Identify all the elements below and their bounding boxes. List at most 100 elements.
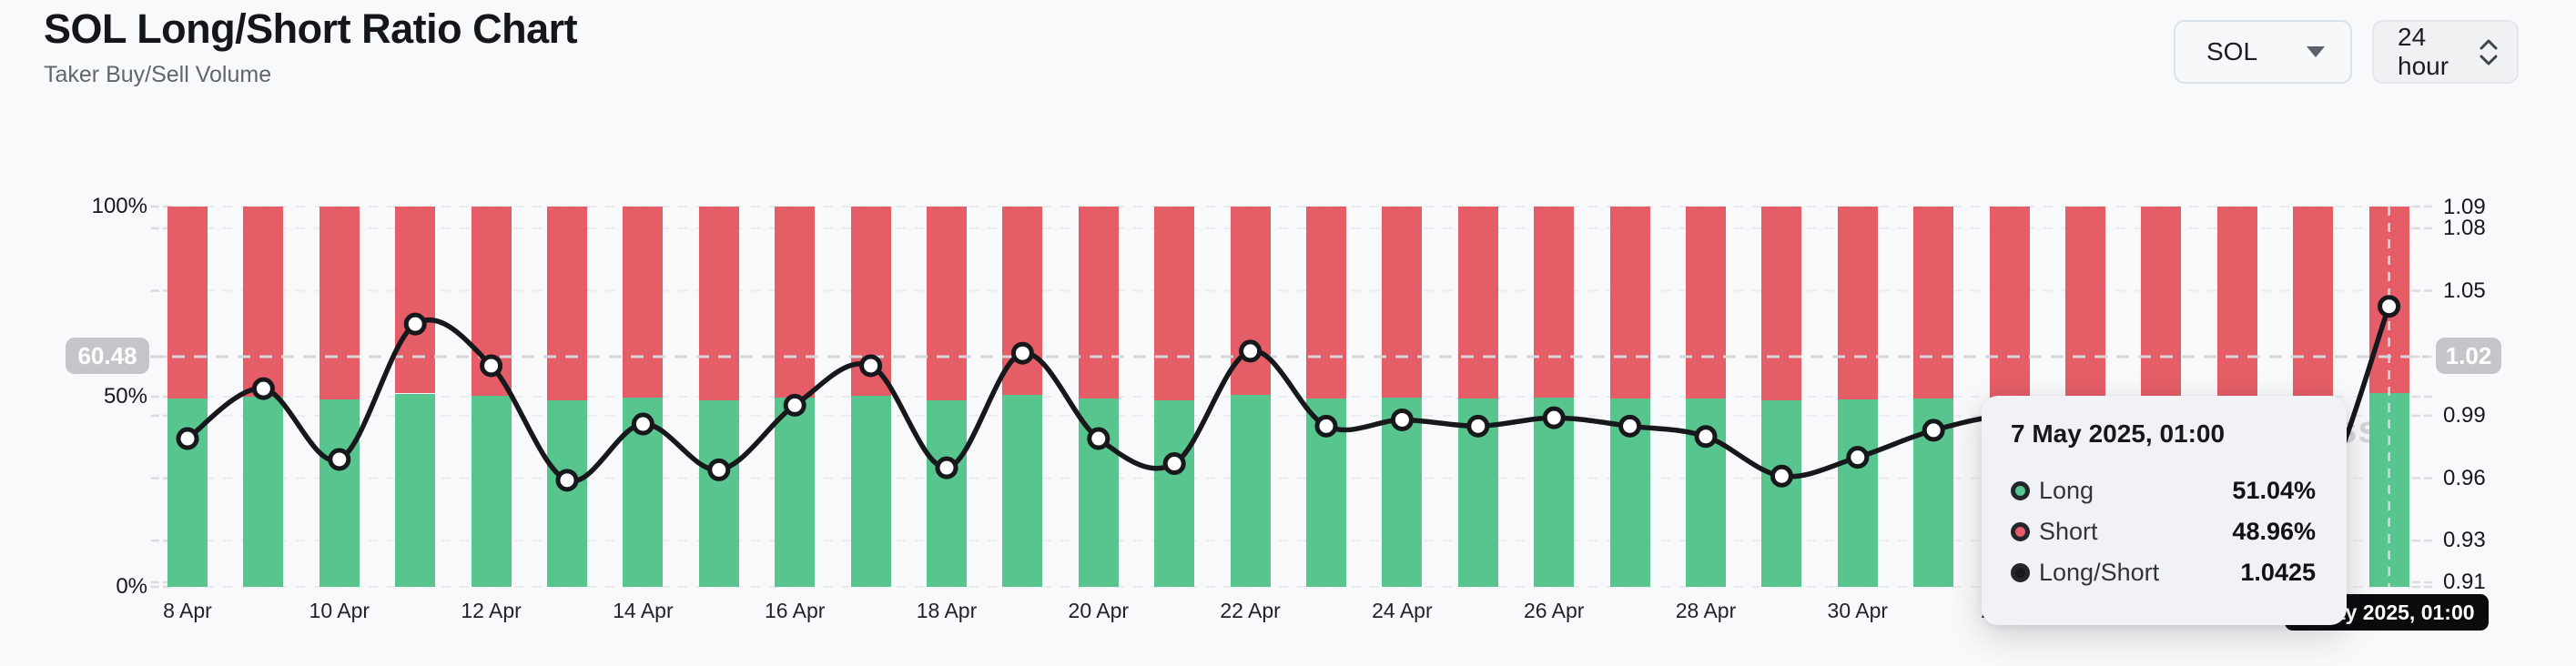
short-bar-segment <box>850 207 891 396</box>
long-bar-segment <box>775 397 816 587</box>
bar-column-27-apr[interactable] <box>1609 207 1650 587</box>
long-bar-segment <box>1002 394 1043 587</box>
short-bar-segment <box>1686 207 1726 399</box>
short-bar-segment <box>2216 207 2257 401</box>
interval-select-value: 24 hour <box>2398 23 2449 80</box>
short-dot-icon <box>2011 522 2030 541</box>
short-bar-segment <box>319 207 360 400</box>
long-bar-segment <box>243 396 284 587</box>
interval-select[interactable]: 24 hour <box>2372 20 2519 84</box>
short-bar-segment <box>775 207 816 398</box>
long-dot-icon <box>2011 481 2030 500</box>
short-bar-segment <box>2293 207 2334 402</box>
bar-column-1-may[interactable] <box>1913 207 1954 587</box>
bar-column-21-apr[interactable] <box>1154 207 1195 587</box>
symbol-select[interactable]: SOL <box>2174 20 2352 84</box>
short-bar-segment <box>167 207 208 399</box>
long-bar-segment <box>1230 394 1271 587</box>
short-bar-segment <box>1609 207 1650 399</box>
long-bar-segment <box>1761 400 1802 587</box>
long-bar-segment <box>547 400 587 587</box>
short-bar-segment <box>547 207 587 401</box>
short-bar-segment <box>1078 207 1119 399</box>
bar-column-10-apr[interactable] <box>319 207 360 587</box>
long-bar-segment <box>1913 398 1954 587</box>
bar-column-19-apr[interactable] <box>1002 207 1043 587</box>
tooltip-row-short: Short 48.96% <box>2011 511 2316 552</box>
updown-chevrons-icon <box>2479 39 2499 66</box>
long-bar-segment <box>2368 392 2409 587</box>
short-bar-segment <box>1457 207 1498 399</box>
bar-column-13-apr[interactable] <box>547 207 587 587</box>
long-bar-segment <box>395 393 436 587</box>
short-bar-segment <box>1837 207 1878 400</box>
tooltip-row-long-short: Long/Short 1.0425 <box>2011 552 2316 593</box>
tooltip-row-value: 1.0425 <box>2240 559 2316 586</box>
short-bar-segment <box>1913 207 1954 399</box>
long-bar-segment <box>1609 398 1650 587</box>
tooltip-row-label: Long/Short <box>2039 559 2160 586</box>
bar-column-8-apr[interactable] <box>167 207 208 587</box>
short-bar-segment <box>471 207 512 396</box>
long-bar-segment <box>319 399 360 587</box>
bar-column-26-apr[interactable] <box>1534 207 1575 587</box>
bar-column-17-apr[interactable] <box>850 207 891 587</box>
bar-column-14-apr[interactable] <box>623 207 664 587</box>
bar-column-15-apr[interactable] <box>698 207 739 587</box>
short-bar-segment <box>1230 207 1271 395</box>
bar-column-22-apr[interactable] <box>1230 207 1271 587</box>
bar-column-24-apr[interactable] <box>1382 207 1423 587</box>
short-bar-segment <box>1534 207 1575 399</box>
short-bar-segment <box>927 207 967 400</box>
chart-tooltip: 7 May 2025, 01:00 Long 51.04% Short 48.96% L… <box>1982 396 2347 625</box>
tooltip-row-value: 48.96% <box>2232 518 2316 545</box>
bar-column-12-apr[interactable] <box>471 207 512 587</box>
short-bar-segment <box>2141 207 2182 400</box>
caret-down-icon <box>2307 46 2325 57</box>
bar-column-7-may[interactable] <box>2368 207 2409 587</box>
long-short-dot-icon <box>2011 563 2030 582</box>
bar-column-25-apr[interactable] <box>1457 207 1498 587</box>
long-bar-segment <box>1457 398 1498 587</box>
short-bar-segment <box>1154 207 1195 400</box>
short-bar-segment <box>1382 207 1423 399</box>
bar-column-29-apr[interactable] <box>1761 207 1802 587</box>
long-bar-segment <box>927 399 967 587</box>
bar-column-23-apr[interactable] <box>1306 207 1346 587</box>
tooltip-date: 7 May 2025, 01:00 <box>2011 419 2226 448</box>
tooltip-row-long: Long 51.04% <box>2011 470 2316 511</box>
short-bar-segment <box>698 207 739 400</box>
short-bar-segment <box>395 207 436 394</box>
bar-column-18-apr[interactable] <box>927 207 967 587</box>
short-bar-segment <box>1989 207 2030 399</box>
left-axis-current-value-badge: 60.48 <box>66 338 149 374</box>
bar-column-28-apr[interactable] <box>1686 207 1726 587</box>
tooltip-row-value: 51.04% <box>2232 477 2316 504</box>
symbol-select-value: SOL <box>2206 37 2258 66</box>
bar-column-20-apr[interactable] <box>1078 207 1119 587</box>
bar-column-16-apr[interactable] <box>775 207 816 587</box>
short-bar-segment <box>1306 207 1346 399</box>
bar-column-30-apr[interactable] <box>1837 207 1878 587</box>
long-bar-segment <box>1837 399 1878 587</box>
long-bar-segment <box>850 395 891 587</box>
tooltip-row-label: Short <box>2039 518 2098 545</box>
long-bar-segment <box>1534 398 1575 587</box>
page-title: SOL Long/Short Ratio Chart <box>44 5 578 52</box>
short-bar-segment <box>1761 207 1802 401</box>
page-subtitle: Taker Buy/Sell Volume <box>44 62 272 87</box>
short-bar-segment <box>623 207 664 399</box>
short-bar-segment <box>2368 207 2409 393</box>
long-bar-segment <box>167 399 208 587</box>
tooltip-row-label: Long <box>2039 477 2094 504</box>
short-bar-segment <box>243 207 284 397</box>
long-bar-segment <box>1306 398 1346 587</box>
long-bar-segment <box>471 395 512 587</box>
long-bar-segment <box>698 399 739 587</box>
right-axis-current-value-badge: 1.02 <box>2436 338 2501 374</box>
long-bar-segment <box>623 398 664 587</box>
bar-column-11-apr[interactable] <box>395 207 436 587</box>
long-bar-segment <box>1078 399 1119 587</box>
bar-column-9-apr[interactable] <box>243 207 284 587</box>
